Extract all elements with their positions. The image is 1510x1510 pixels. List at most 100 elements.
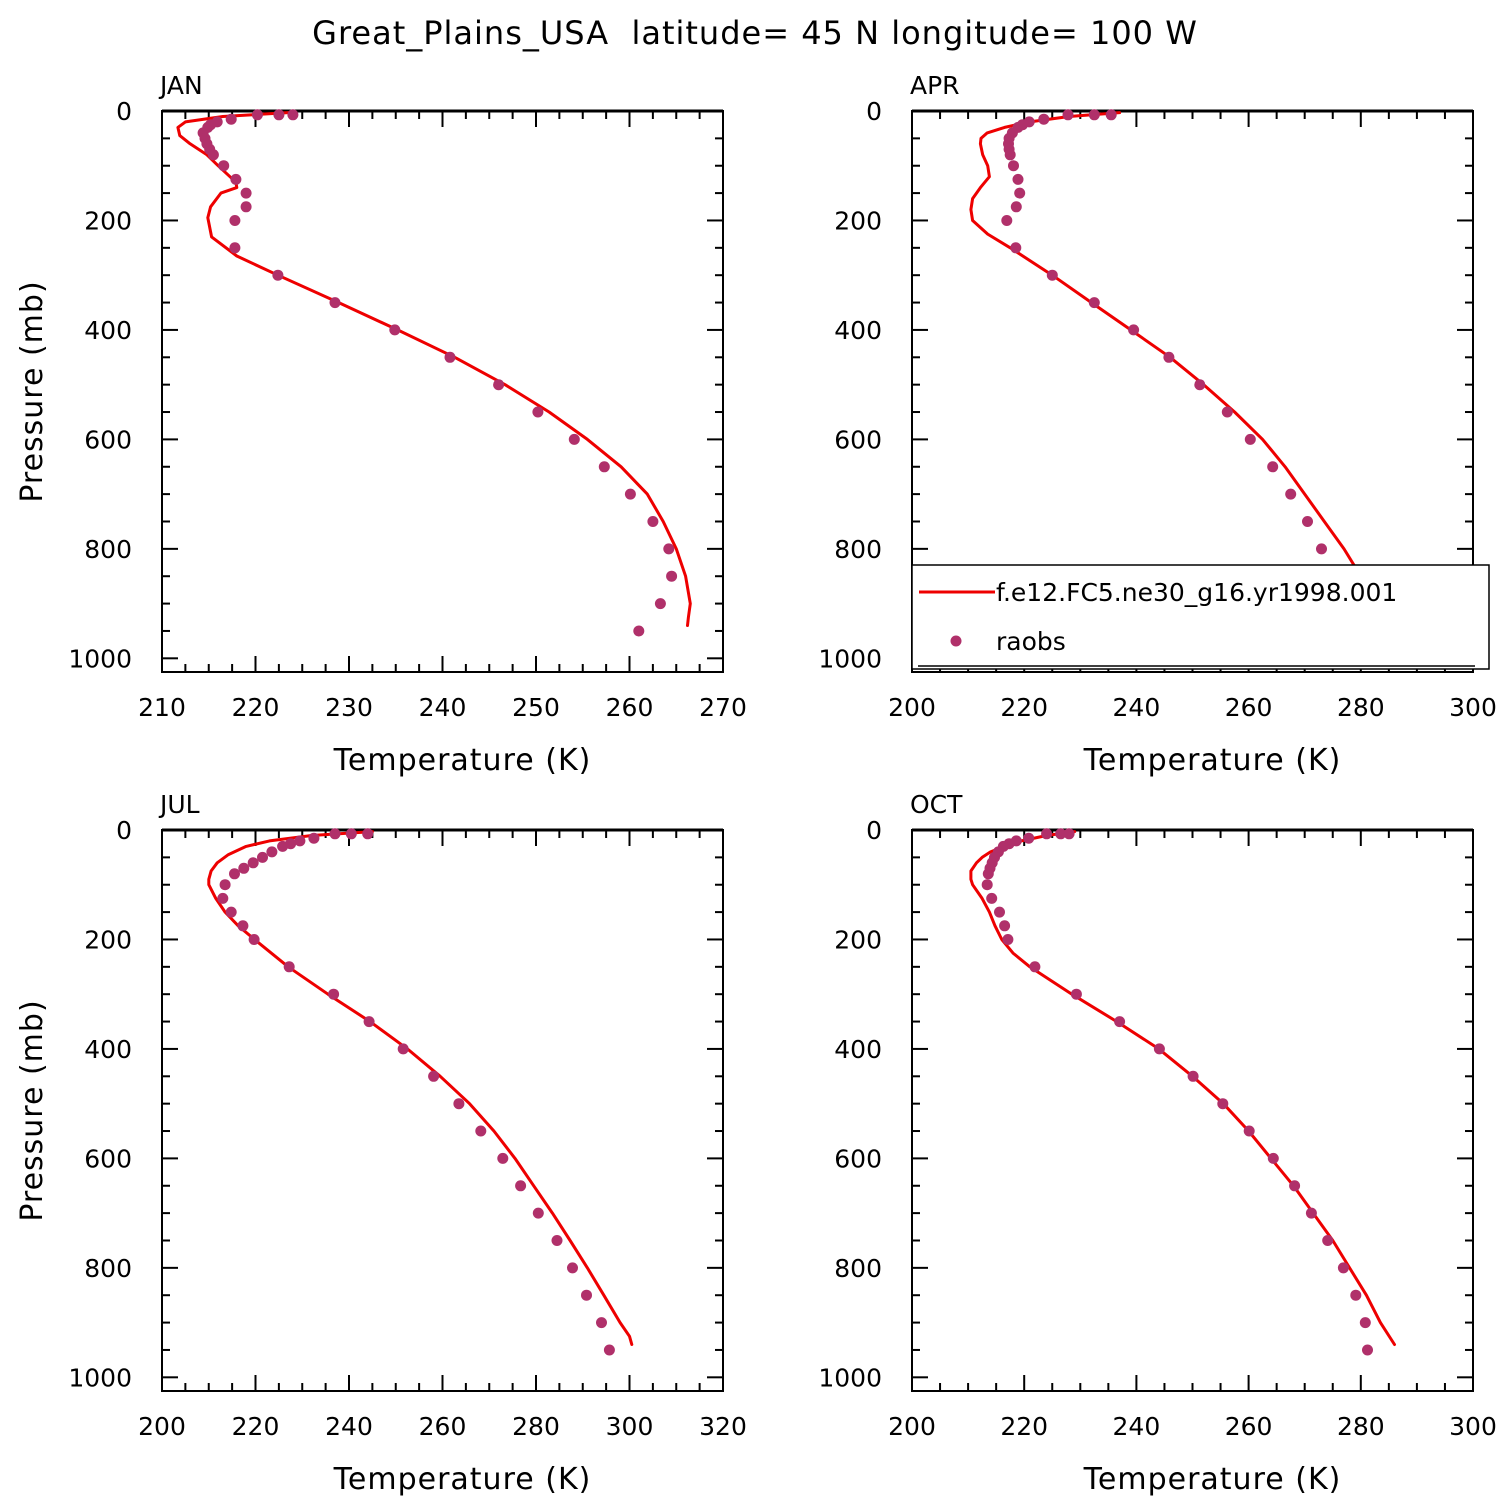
x-tick-label: 320 <box>699 1412 747 1441</box>
panel-jan: JAN 210 220 230 240 250 260 270 0 200 400 600 800 100… <box>15 71 747 778</box>
y-tick-label: 600 <box>834 1144 882 1173</box>
raobs-point <box>1221 406 1233 418</box>
raobs-point <box>1285 488 1297 500</box>
x-tick-label: 300 <box>606 1412 654 1441</box>
raobs-point <box>1244 433 1256 445</box>
raobs-point <box>1267 1152 1279 1164</box>
x-axis-title: Temperature (K) <box>1083 1462 1342 1497</box>
y-tick-label: 200 <box>84 206 132 235</box>
x-tick-label: 300 <box>1449 693 1497 722</box>
raobs-point <box>1023 832 1035 844</box>
raobs-point <box>598 461 610 473</box>
x-axis-title: Temperature (K) <box>333 1462 592 1497</box>
raobs-point <box>247 857 259 869</box>
panel-apr: APR 200 220 240 260 280 300 0 200 400 600 800 1000 Te… <box>818 71 1496 778</box>
raobs-point <box>257 851 268 863</box>
y-tick-label: 800 <box>84 1254 132 1283</box>
x-tick-label: 200 <box>138 1412 186 1441</box>
x-tick-label: 260 <box>1225 1412 1273 1441</box>
panel-label-jul: JUL <box>158 790 200 819</box>
x-tick-label: 200 <box>888 693 936 722</box>
x-tick-label: 260 <box>1225 693 1273 722</box>
raobs-point <box>248 934 260 945</box>
raobs-point <box>568 433 580 445</box>
raobs-point <box>551 1235 563 1246</box>
raobs-point <box>1316 543 1327 555</box>
raobs-point <box>240 201 252 213</box>
raobs-point <box>1194 379 1206 391</box>
raobs-point <box>229 242 241 254</box>
raobs-point <box>230 173 242 185</box>
raobs-point <box>251 109 263 121</box>
y-tick-label: 200 <box>84 925 132 954</box>
x-tick-label: 240 <box>1113 1412 1161 1441</box>
model-series-line <box>969 830 1396 1346</box>
plot-frame <box>161 829 724 1392</box>
raobs-point <box>647 516 659 527</box>
raobs-point <box>1362 1344 1373 1356</box>
legend-raobs-swatch <box>950 635 962 647</box>
y-tick-label: 800 <box>834 535 882 564</box>
y-tick-label: 0 <box>866 97 882 126</box>
raobs-point <box>497 1152 509 1164</box>
x-tick-label: 260 <box>606 693 654 722</box>
y-tick-label: 400 <box>84 1035 132 1064</box>
raobs-point <box>1128 324 1140 336</box>
raobs-point <box>1062 109 1074 121</box>
x-tick-label: 200 <box>888 1412 936 1441</box>
raobs-point <box>663 543 675 555</box>
y-tick-label: 0 <box>116 816 132 845</box>
x-axis-title: Temperature (K) <box>333 743 592 778</box>
raobs-point <box>428 1070 440 1082</box>
raobs-point <box>389 324 401 336</box>
raobs-point <box>1153 1043 1165 1055</box>
raobs-point <box>1088 297 1100 309</box>
raobs-point <box>532 1207 544 1219</box>
raobs-point <box>453 1098 465 1110</box>
raobs-point <box>1010 201 1022 213</box>
x-tick-label: 220 <box>232 1412 280 1441</box>
raobs-point <box>994 906 1005 918</box>
raobs-point <box>363 1016 375 1028</box>
legend-raobs-label: raobs <box>996 627 1066 656</box>
raobs-point <box>218 160 230 172</box>
raobs-point <box>1302 516 1313 527</box>
raobs-point <box>515 1180 527 1192</box>
raobs-point <box>1163 351 1175 363</box>
raobs-point <box>1041 828 1053 840</box>
raobs-point <box>1070 988 1082 1000</box>
raobs-point <box>225 906 237 918</box>
raobs-point <box>999 920 1011 932</box>
x-axis-title: Temperature (K) <box>1083 743 1342 778</box>
raobs-point <box>1063 828 1075 840</box>
raobs-point <box>362 828 374 840</box>
raobs-point <box>207 149 219 161</box>
y-tick-label: 400 <box>834 1035 882 1064</box>
raobs-point <box>475 1125 487 1137</box>
raobs-point <box>666 570 678 582</box>
raobs-point <box>1243 1125 1255 1137</box>
model-series-line <box>207 830 634 1346</box>
y-tick-label: 400 <box>84 316 132 345</box>
raobs-point <box>1322 1235 1334 1246</box>
panel-oct: OCT 200 220 240 260 280 300 0 200 400 600 800 1000 Te… <box>818 790 1496 1497</box>
raobs-point <box>1289 1180 1301 1192</box>
raobs-point <box>581 1289 592 1301</box>
y-tick-label: 1000 <box>818 1363 882 1392</box>
raobs-point <box>229 215 241 226</box>
y-tick-label: 600 <box>84 1144 132 1173</box>
raobs-point <box>654 598 666 610</box>
y-tick-label: 600 <box>834 425 882 454</box>
raobs-point <box>229 868 240 880</box>
raobs-point <box>329 297 341 309</box>
raobs-point <box>1105 109 1117 121</box>
raobs-point <box>981 879 993 891</box>
raobs-point <box>1038 113 1050 125</box>
raobs-point <box>1012 173 1024 185</box>
y-axis-title: Pressure (mb) <box>15 280 50 502</box>
raobs-point <box>1029 961 1041 973</box>
raobs-point <box>328 988 340 1000</box>
raobs-point <box>238 862 250 874</box>
raobs-point <box>633 625 645 637</box>
raobs-point <box>1337 1262 1349 1274</box>
